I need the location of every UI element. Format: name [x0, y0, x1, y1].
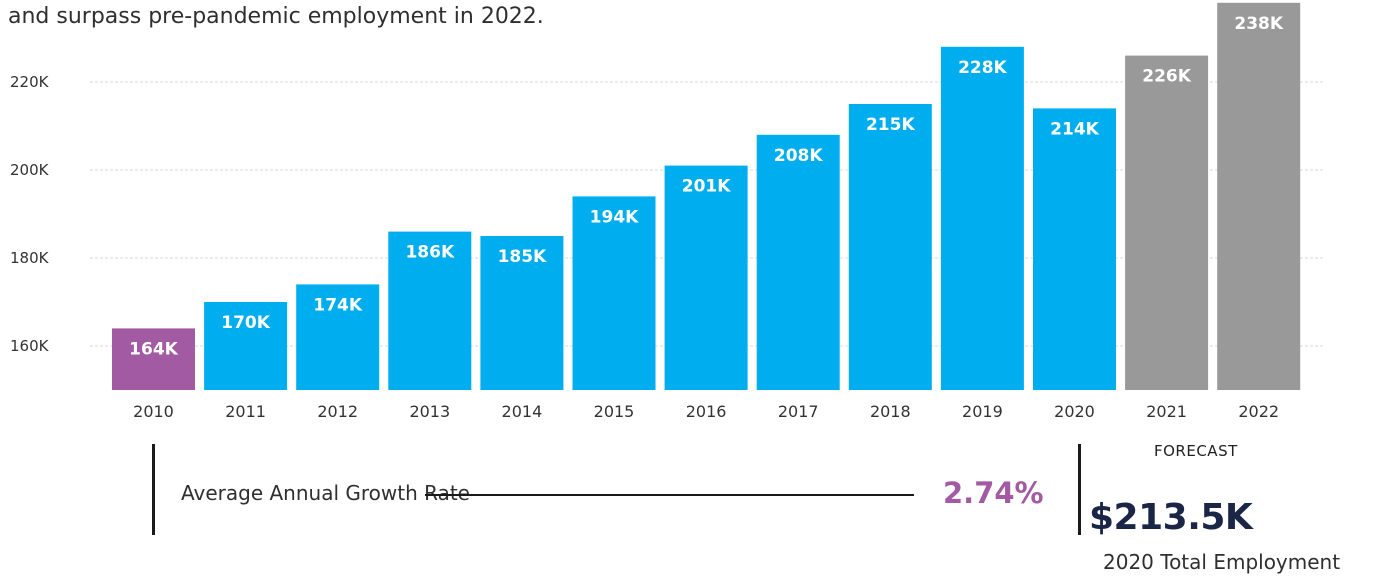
y-tick-label: 160K — [10, 337, 50, 355]
bar-2012 — [296, 284, 380, 390]
bar-2017 — [756, 134, 840, 390]
data-label-2012: 174K — [313, 295, 362, 315]
bar-2016 — [664, 165, 748, 390]
x-tick-2010: 2010 — [133, 402, 174, 421]
bar-2020 — [1033, 108, 1116, 391]
growth-left-divider — [152, 444, 155, 535]
data-label-2018: 215K — [866, 115, 915, 135]
y-tick-label: 200K — [10, 161, 50, 179]
data-label-2021: 226K — [1142, 67, 1191, 87]
y-tick-label: 220K — [10, 73, 50, 91]
intro-text: and surpass pre-pandemic employment in 2… — [8, 4, 544, 29]
x-tick-2014: 2014 — [502, 402, 543, 421]
bar-2013 — [388, 231, 472, 390]
x-axis-ticks: 2010 2011 2012 2013 2014 2015 2016 2017 2018 2019… — [133, 402, 1279, 421]
x-tick-2011: 2011 — [225, 402, 266, 421]
data-label-2019: 228K — [958, 58, 1007, 78]
data-label-2014: 185K — [498, 247, 547, 267]
forecast-divider — [1078, 444, 1081, 535]
data-label-2020: 214K — [1050, 119, 1099, 139]
x-tick-2013: 2013 — [409, 402, 450, 421]
x-tick-2015: 2015 — [594, 402, 635, 421]
y-tick-label: 180K — [10, 249, 50, 267]
y-axis-ticks: 160K 180K 200K 220K — [10, 73, 50, 355]
growth-rate-value: 2.74% — [943, 476, 1044, 510]
bars — [112, 2, 1301, 391]
data-labels: 164K 170K 174K 186K 185K 194K 201K 208K 215K 228K… — [129, 14, 1284, 360]
x-tick-2016: 2016 — [686, 402, 727, 421]
bar-2010 — [112, 328, 195, 390]
x-tick-2020: 2020 — [1054, 402, 1095, 421]
x-tick-2022: 2022 — [1238, 402, 1279, 421]
x-tick-2012: 2012 — [317, 402, 358, 421]
x-tick-2017: 2017 — [778, 402, 819, 421]
x-tick-2021: 2021 — [1146, 402, 1187, 421]
employment-bar-chart: 160K 180K 200K 220K 164K 170K 174K 186K 185K 194… — [10, 2, 1325, 421]
x-tick-2019: 2019 — [962, 402, 1003, 421]
forecast-label: FORECAST — [1154, 442, 1238, 460]
bar-2011 — [204, 302, 288, 390]
data-label-2022: 238K — [1234, 14, 1283, 34]
data-label-2016: 201K — [682, 177, 731, 197]
total-employment-value: $213.5K — [1089, 497, 1253, 538]
data-label-2010: 164K — [129, 339, 178, 359]
growth-rate-connector — [425, 494, 914, 496]
data-label-2015: 194K — [590, 207, 639, 227]
bar-2022 — [1217, 2, 1301, 391]
data-label-2011: 170K — [221, 313, 270, 333]
data-label-2013: 186K — [405, 243, 454, 263]
bar-2021 — [1125, 55, 1209, 390]
bar-2018 — [848, 104, 932, 390]
total-employment-caption: 2020 Total Employment — [1103, 550, 1341, 574]
data-label-2017: 208K — [774, 146, 823, 166]
bar-2015 — [572, 196, 656, 390]
growth-rate-label: Average Annual Growth Rate — [181, 481, 470, 505]
bar-2014 — [480, 236, 564, 390]
x-tick-2018: 2018 — [870, 402, 911, 421]
bar-2019 — [940, 46, 1024, 391]
